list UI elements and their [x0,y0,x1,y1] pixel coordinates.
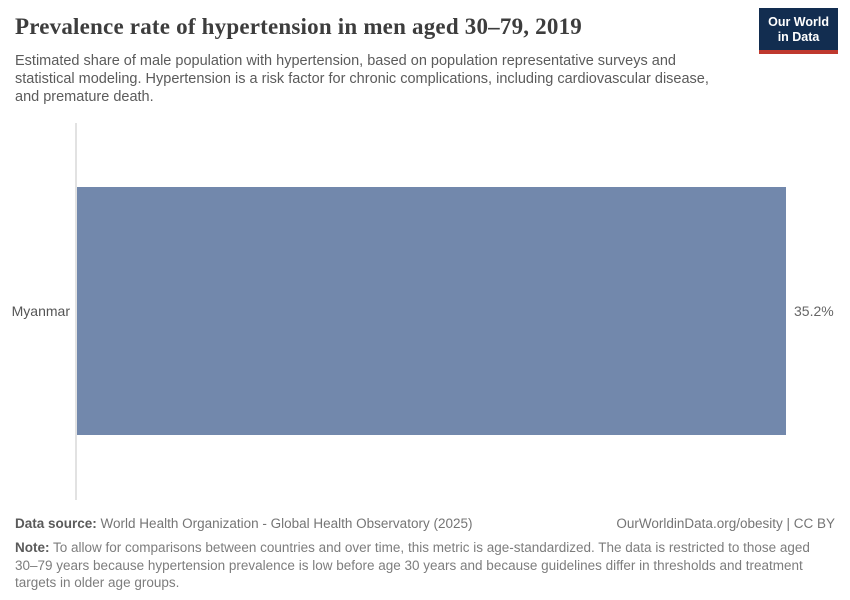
y-axis-line [75,123,77,500]
data-source-text: World Health Organization - Global Healt… [100,516,473,531]
attribution-link[interactable]: OurWorldinData.org/obesity | CC BY [616,516,835,531]
plot-area [77,123,786,500]
footer-source-row: Data source: World Health Organization -… [15,516,835,531]
value-label-myanmar: 35.2% [794,303,834,319]
bar-myanmar[interactable] [77,187,786,435]
footer-note: Note: To allow for comparisons between c… [15,539,835,592]
owid-logo-line1: Our World [768,15,829,29]
data-source: Data source: World Health Organization -… [15,516,472,531]
note-label: Note: [15,540,50,555]
entity-label-myanmar: Myanmar [11,303,70,319]
note-text: To allow for comparisons between countri… [15,540,810,590]
owid-logo[interactable]: Our World in Data [759,8,838,54]
chart-subtitle: Estimated share of male population with … [15,53,709,105]
owid-logo-line2: in Data [777,30,820,44]
data-source-label: Data source: [15,516,97,531]
page-title: Prevalence rate of hypertension in men a… [15,14,582,39]
